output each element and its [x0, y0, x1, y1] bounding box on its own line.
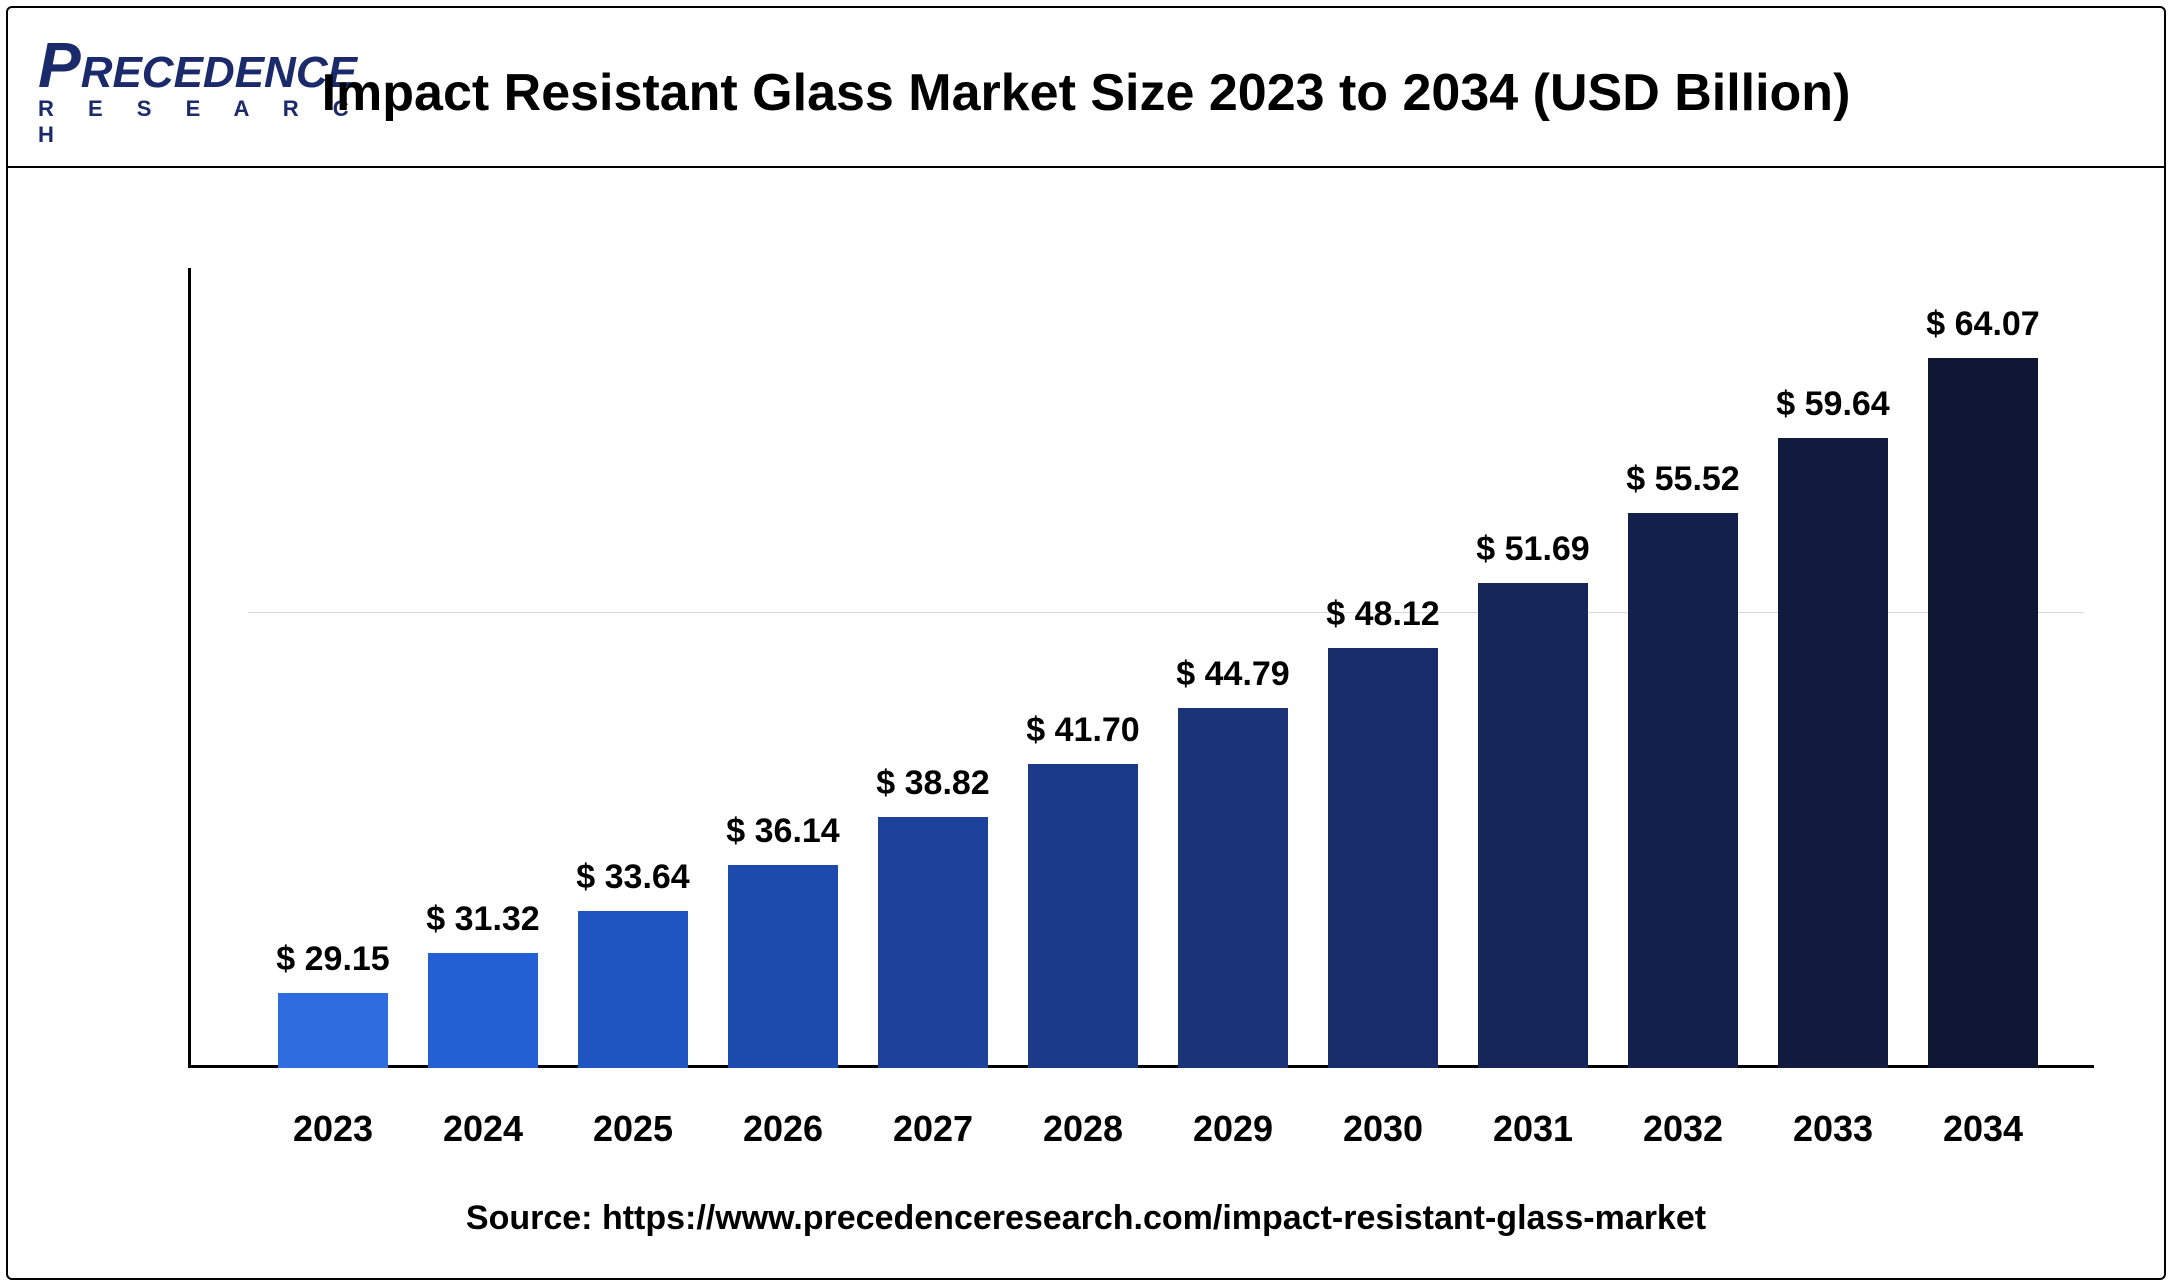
x-axis-label: 2029: [1153, 1108, 1313, 1150]
bar-group: $ 55.522032: [1628, 513, 1738, 1068]
bar-group: $ 51.692031: [1478, 583, 1588, 1068]
bar-group: $ 59.642033: [1778, 438, 1888, 1068]
x-axis-label: 2034: [1903, 1108, 2063, 1150]
x-axis-label: 2028: [1003, 1108, 1163, 1150]
x-axis-label: 2023: [253, 1108, 413, 1150]
x-axis-label: 2027: [853, 1108, 1013, 1150]
bar-value-label: $ 38.82: [833, 764, 1033, 803]
bar-group: $ 48.122030: [1328, 648, 1438, 1068]
bar-value-label: $ 44.79: [1133, 655, 1333, 694]
bar: [1478, 583, 1588, 1068]
bar: [878, 817, 988, 1068]
bar: [428, 953, 538, 1068]
bar: [1178, 708, 1288, 1068]
header-row: PRECEDENCE R E S E A R C H Impact Resist…: [8, 8, 2164, 168]
bar-value-label: $ 29.15: [233, 940, 433, 979]
bar-value-label: $ 41.70: [983, 711, 1183, 750]
bar-group: $ 64.072034: [1928, 358, 2038, 1068]
chart-title: Impact Resistant Glass Market Size 2023 …: [8, 63, 2164, 123]
x-axis-label: 2026: [703, 1108, 863, 1150]
bar: [278, 993, 388, 1068]
bar: [1778, 438, 1888, 1068]
bar: [1928, 358, 2038, 1068]
x-axis-label: 2033: [1753, 1108, 1913, 1150]
bar: [1328, 648, 1438, 1068]
bar-value-label: $ 51.69: [1433, 530, 1633, 569]
bar-value-label: $ 55.52: [1583, 460, 1783, 499]
bar-group: $ 44.792029: [1178, 708, 1288, 1068]
bar-group: $ 33.642025: [578, 911, 688, 1068]
bar-value-label: $ 64.07: [1883, 305, 2083, 344]
x-axis-label: 2024: [403, 1108, 563, 1150]
bar-value-label: $ 36.14: [683, 812, 883, 851]
bar: [1628, 513, 1738, 1068]
bar-group: $ 29.152023: [278, 993, 388, 1068]
bar: [728, 865, 838, 1068]
bar-group: $ 41.702028: [1028, 764, 1138, 1068]
x-axis-label: 2025: [553, 1108, 713, 1150]
bar: [578, 911, 688, 1068]
x-axis-label: 2032: [1603, 1108, 1763, 1150]
source-citation: Source: https://www.precedenceresearch.c…: [8, 1199, 2164, 1238]
x-axis-label: 2031: [1453, 1108, 1613, 1150]
bar-value-label: $ 59.64: [1733, 385, 1933, 424]
bar: [1028, 764, 1138, 1068]
bar-value-label: $ 48.12: [1283, 595, 1483, 634]
chart-frame: PRECEDENCE R E S E A R C H Impact Resist…: [6, 6, 2166, 1280]
bar-value-label: $ 31.32: [383, 900, 583, 939]
x-axis-label: 2030: [1303, 1108, 1463, 1150]
chart-plot-area: $ 29.152023 $ 31.322024 $ 33.642025 $ 36.14…: [188, 268, 2084, 1068]
bar-group: $ 38.822027: [878, 817, 988, 1068]
bars-container: $ 29.152023 $ 31.322024 $ 33.642025 $ 36.14…: [188, 268, 2084, 1068]
bar-value-label: $ 33.64: [533, 858, 733, 897]
bar-group: $ 36.142026: [728, 865, 838, 1068]
bar-group: $ 31.322024: [428, 953, 538, 1068]
